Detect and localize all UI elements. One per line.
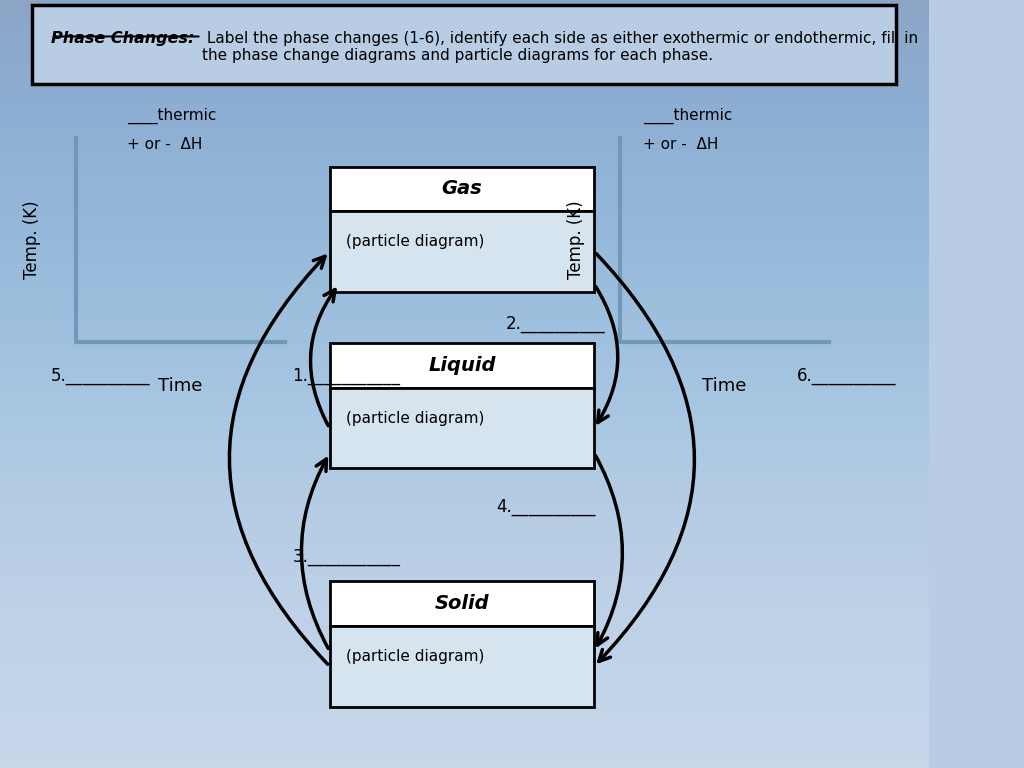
FancyBboxPatch shape [33,5,896,84]
Text: 6.__________: 6.__________ [797,367,896,386]
Text: 3.___________: 3.___________ [293,548,400,566]
FancyBboxPatch shape [330,167,594,211]
Text: + or -  ΔH: + or - ΔH [127,137,203,152]
Text: Solid: Solid [434,594,489,613]
Text: ____thermic: ____thermic [127,108,216,124]
FancyArrowPatch shape [596,286,617,422]
Text: + or -  ΔH: + or - ΔH [643,137,719,152]
Text: 1.___________: 1.___________ [293,367,400,386]
FancyArrowPatch shape [310,290,335,425]
Text: Gas: Gas [441,180,482,198]
Text: Temp. (K): Temp. (K) [23,200,41,280]
FancyBboxPatch shape [330,211,594,292]
Text: Liquid: Liquid [428,356,496,375]
FancyArrowPatch shape [596,253,694,661]
FancyBboxPatch shape [330,626,594,707]
Text: 2.__________: 2.__________ [506,315,605,333]
Text: Phase Changes:: Phase Changes: [51,31,195,46]
Text: (particle diagram): (particle diagram) [346,234,484,250]
Text: (particle diagram): (particle diagram) [346,649,484,664]
Text: Label the phase changes (1-6), identify each side as either exothermic or endoth: Label the phase changes (1-6), identify … [203,31,919,63]
FancyArrowPatch shape [301,459,329,648]
Text: (particle diagram): (particle diagram) [346,411,484,426]
Text: 5.__________: 5.__________ [51,367,151,386]
Text: Temp. (K): Temp. (K) [566,200,585,280]
FancyBboxPatch shape [330,581,594,626]
FancyArrowPatch shape [229,257,328,664]
FancyBboxPatch shape [330,343,594,388]
FancyBboxPatch shape [330,388,594,468]
Text: Time: Time [702,377,746,396]
FancyArrowPatch shape [596,455,623,645]
Text: Time: Time [159,377,203,396]
Text: 4.__________: 4.__________ [497,498,596,516]
Text: ____thermic: ____thermic [643,108,733,124]
